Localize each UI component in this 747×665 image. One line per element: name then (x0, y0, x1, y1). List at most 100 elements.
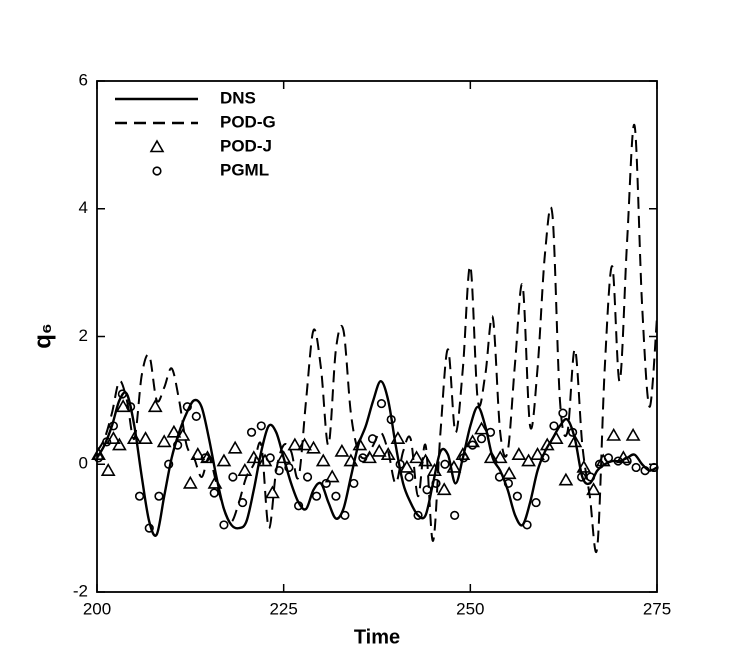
circle-marker (108, 421, 119, 431)
circle-marker (200, 453, 210, 463)
triangle-marker (343, 453, 359, 467)
triangle-marker (606, 427, 622, 441)
circle-marker (485, 427, 496, 437)
triangle-marker (306, 440, 321, 454)
circle-marker (603, 453, 614, 463)
circle-marker (531, 497, 541, 508)
circle-marker (102, 437, 112, 447)
circle-marker (568, 427, 578, 437)
circle-marker (558, 408, 568, 418)
circle-marker (219, 520, 229, 530)
circle-marker (134, 491, 145, 501)
triangle-marker (324, 469, 340, 483)
circle-marker (413, 510, 423, 520)
legend-label: POD-J (220, 136, 272, 155)
circle-marker (522, 520, 532, 530)
triangle-marker (539, 437, 555, 451)
y-tick-label: 6 (79, 70, 88, 89)
circle-marker (152, 166, 162, 176)
circle-marker (594, 459, 605, 469)
circle-marker (512, 491, 522, 501)
triangle-marker (287, 437, 303, 451)
circle-marker (376, 398, 387, 409)
triangle-marker (436, 482, 452, 496)
circle-marker (422, 485, 432, 495)
circle-marker (431, 478, 441, 489)
triangle-marker (530, 447, 545, 460)
plot-frame (96, 80, 658, 593)
circle-marker (191, 411, 201, 421)
circle-marker (274, 466, 284, 476)
triangle-marker (567, 434, 583, 448)
triangle-marker (149, 139, 165, 153)
circle-marker (349, 478, 359, 489)
triangle-marker (465, 434, 480, 448)
circle-marker (540, 453, 550, 463)
line-series (97, 123, 657, 553)
x-tick-label: 250 (456, 599, 484, 618)
triangle-marker (91, 447, 106, 460)
triangle-marker (483, 450, 499, 464)
circle-marker (622, 456, 632, 466)
circle-marker (117, 389, 127, 399)
triangle-marker (492, 450, 508, 464)
triangle-marker (200, 450, 215, 464)
triangle-marker (474, 421, 489, 435)
triangle-marker (138, 431, 153, 444)
circle-marker (494, 472, 505, 482)
triangle-marker (409, 450, 424, 464)
circle-marker (154, 491, 164, 501)
triangle-marker (106, 431, 121, 444)
triangle-marker (265, 485, 280, 499)
circle-marker (467, 440, 478, 450)
triangle-marker (576, 459, 592, 473)
x-tick-label: 200 (83, 599, 111, 618)
circle-marker (367, 434, 378, 444)
circle-marker (613, 456, 623, 466)
triangle-marker (297, 437, 312, 451)
circle-marker (284, 462, 294, 473)
triangle-marker (276, 450, 292, 464)
triangle-marker (207, 475, 223, 489)
triangle-marker (237, 463, 253, 476)
x-tick-label: 275 (643, 599, 671, 618)
circle-marker (331, 491, 341, 501)
circle-marker (386, 414, 396, 425)
circle-marker (173, 440, 183, 450)
triangle-marker (548, 431, 564, 444)
circle-marker (358, 453, 368, 463)
circle-marker (576, 472, 587, 482)
triangle-marker (112, 437, 127, 451)
circle-marker (93, 453, 104, 463)
legend-label: DNS (220, 88, 256, 107)
triangle-marker (427, 463, 442, 476)
triangle-marker (558, 472, 574, 486)
triangle-marker (216, 453, 232, 467)
circle-marker (265, 453, 275, 463)
triangle-marker (511, 447, 527, 460)
triangle-marker (352, 437, 368, 451)
triangle-marker (334, 443, 350, 457)
triangle-marker (147, 399, 163, 413)
circle-marker (228, 472, 238, 482)
triangle-marker (190, 447, 206, 460)
x-axis-label: Time (354, 626, 400, 648)
circle-marker (144, 523, 154, 533)
circle-marker (182, 402, 192, 412)
circle-marker (238, 497, 248, 508)
circle-marker (256, 421, 266, 431)
circle-marker (164, 459, 174, 469)
triangle-marker (418, 453, 433, 467)
triangle-marker (501, 466, 517, 480)
triangle-marker (175, 427, 191, 441)
y-tick-label: 2 (79, 326, 88, 345)
triangle-marker (380, 447, 396, 460)
y-tick-label: -2 (73, 581, 88, 600)
triangle-marker (227, 440, 243, 454)
circle-marker (311, 491, 322, 501)
triangle-marker (156, 434, 172, 448)
legend-label: PGML (220, 160, 269, 179)
triangle-marker (246, 450, 262, 464)
circle-marker (395, 459, 405, 469)
circle-marker (340, 510, 350, 520)
